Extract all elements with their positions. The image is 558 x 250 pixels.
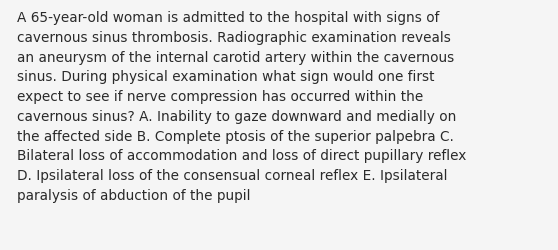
Text: A 65-year-old woman is admitted to the hospital with signs of
cavernous sinus th: A 65-year-old woman is admitted to the h… <box>17 11 466 202</box>
